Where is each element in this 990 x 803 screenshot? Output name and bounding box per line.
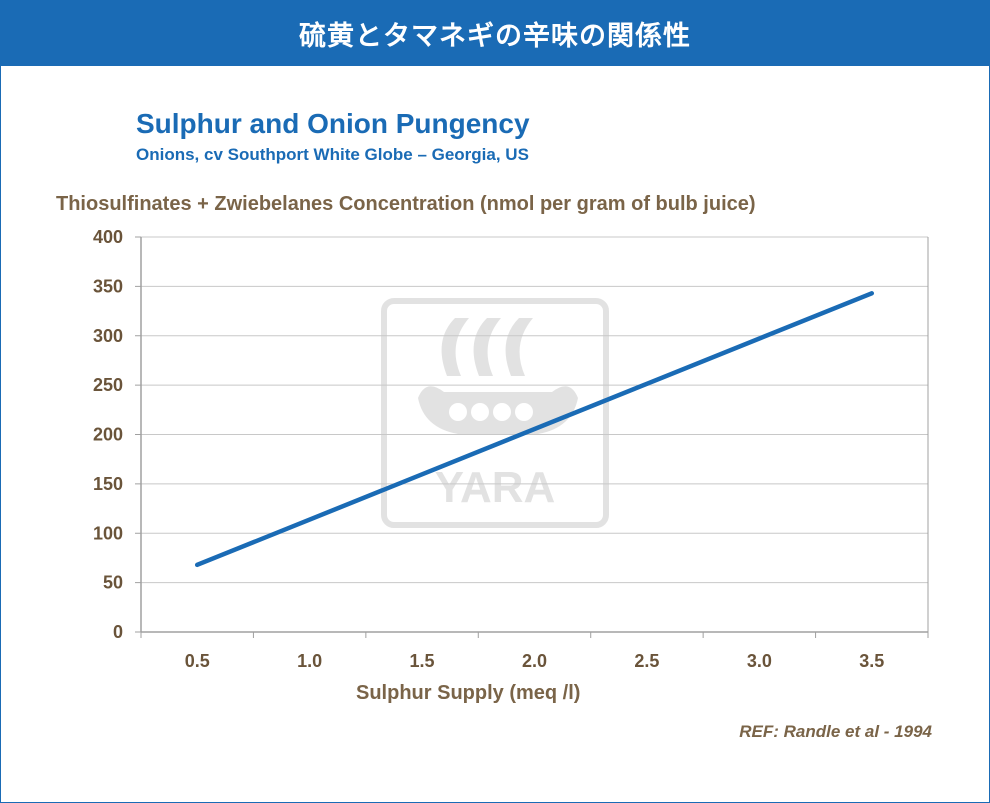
- x-tick-label: 3.0: [747, 651, 772, 671]
- chart-subtitle: Onions, cv Southport White Globe – Georg…: [136, 145, 529, 164]
- chart-axes: [135, 236, 929, 638]
- y-tick-label: 300: [93, 326, 123, 346]
- x-axis-label: Sulphur Supply (meq /l): [356, 682, 581, 704]
- page-title: 硫黄とタマネギの辛味の関係性: [299, 20, 691, 52]
- y-tick-label: 400: [93, 227, 123, 247]
- chart-series: [194, 291, 875, 568]
- x-tick-label: 1.0: [297, 651, 322, 671]
- reference-note: REF: Randle et al - 1994: [739, 722, 932, 741]
- page-header: 硫黄とタマネギの辛味の関係性: [0, 0, 990, 66]
- x-tick-label: 3.5: [859, 651, 884, 671]
- chart-title: Sulphur and Onion Pungency: [136, 108, 530, 139]
- y-tick-label: 200: [93, 425, 123, 445]
- x-tick-label: 2.0: [522, 651, 547, 671]
- y-tick-label: 0: [113, 622, 123, 642]
- x-tick-labels: 0.5 1.0 1.5 2.0 2.5 3.0 3.5: [185, 651, 885, 671]
- x-tick-label: 1.5: [410, 651, 435, 671]
- yara-watermark-logo: YARA: [381, 298, 609, 528]
- y-tick-label: 150: [93, 474, 123, 494]
- watermark-text: YARA: [435, 463, 556, 512]
- y-tick-label: 100: [93, 523, 123, 543]
- y-tick-label: 50: [103, 573, 123, 593]
- y-axis-label: Thiosulfinates + Zwiebelanes Concentrati…: [56, 193, 756, 215]
- x-tick-label: 0.5: [185, 651, 210, 671]
- y-tick-labels: 0 50 100 150 200 250 300 350 400: [93, 227, 123, 642]
- y-tick-label: 250: [93, 375, 123, 395]
- x-tick-label: 2.5: [634, 651, 659, 671]
- series-line: [194, 291, 875, 568]
- y-tick-label: 350: [93, 276, 123, 296]
